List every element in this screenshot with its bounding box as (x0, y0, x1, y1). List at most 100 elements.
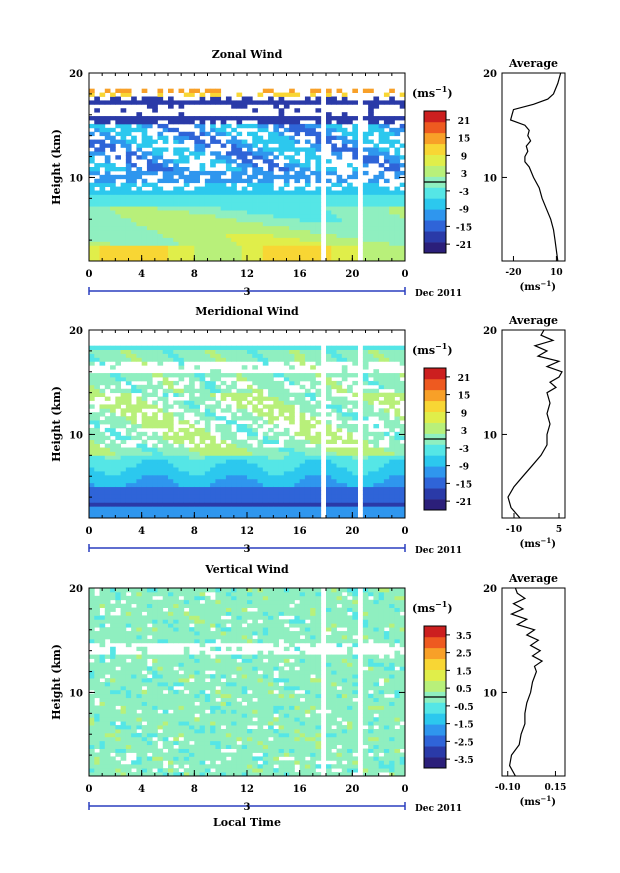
heatmap-cell (247, 455, 253, 460)
heatmap-cell (157, 678, 164, 683)
heatmap-cell (362, 353, 369, 358)
heatmap-cell (115, 595, 121, 601)
heatmap-cell (362, 249, 369, 254)
heatmap-cell (331, 190, 337, 195)
heatmap-cell (304, 155, 311, 160)
heatmap-cell (215, 155, 222, 160)
heatmap-cell (257, 482, 264, 488)
heatmap-cell (173, 225, 179, 231)
heatmap-cell (341, 345, 348, 350)
heatmap-cell (236, 443, 243, 448)
heatmap-cell (204, 100, 211, 105)
heatmap-cell (99, 214, 106, 219)
heatmap-cell (215, 400, 222, 405)
heatmap-cell (278, 135, 285, 140)
heatmap-cell (94, 764, 100, 769)
heatmap-cell (125, 170, 132, 176)
x-tick-label: 20 (345, 269, 359, 280)
heatmap-cell (173, 412, 179, 417)
heatmap-cell (183, 670, 190, 675)
heatmap-cell (194, 257, 200, 262)
heatmap-cell (152, 705, 158, 710)
heatmap-cell (394, 147, 401, 152)
heatmap-cell (146, 353, 153, 358)
heatmap-cell (362, 443, 369, 448)
heatmap-cell (326, 206, 332, 211)
heatmap-cell (157, 408, 164, 413)
heatmap-cell (310, 151, 316, 156)
heatmap-cell (104, 588, 111, 593)
heatmap-cell (283, 455, 290, 460)
heatmap-cell (152, 229, 158, 234)
heatmap-cell (162, 467, 169, 472)
heatmap-cell (368, 455, 374, 460)
heatmap-cell (310, 451, 316, 456)
heatmap-cell (326, 88, 332, 93)
heatmap-cell (231, 190, 237, 195)
heatmap-cell (183, 701, 190, 706)
heatmap-cell (289, 214, 295, 219)
heatmap-cell (162, 178, 169, 184)
heatmap-cell (115, 748, 121, 753)
heatmap-cell (289, 353, 295, 358)
heatmap-cell (389, 217, 395, 223)
heatmap-cell (99, 237, 106, 242)
colorbar-unit-close: ) (447, 344, 452, 357)
heatmap-cell (173, 729, 179, 734)
heatmap-cell (210, 396, 216, 401)
heatmap-cell (141, 245, 148, 250)
heatmap-cell (89, 685, 95, 691)
heatmap-cell (173, 345, 179, 350)
heatmap-cell (394, 127, 401, 133)
heatmap-cell (399, 210, 406, 215)
heatmap-cell (315, 237, 322, 242)
heatmap-cell (341, 229, 348, 234)
heatmap-cell (168, 435, 174, 441)
heatmap-cell (141, 486, 148, 491)
heatmap-cell (257, 506, 264, 511)
heatmap-cell (252, 373, 258, 378)
heatmap-cell (378, 490, 385, 495)
heatmap-cell (236, 214, 243, 219)
heatmap-cell (183, 214, 190, 219)
heatmap-cell (125, 631, 132, 636)
heatmap-cell (378, 353, 385, 358)
profile-line (509, 72, 562, 262)
heatmap-cell (262, 482, 269, 488)
heatmap-cell (294, 486, 301, 491)
heatmap-cell (268, 427, 274, 433)
heatmap-cell (168, 349, 174, 354)
heatmap-cell (146, 498, 153, 503)
heatmap-cell (152, 697, 158, 702)
heatmap-cell (373, 506, 380, 511)
heatmap-cell (336, 459, 343, 464)
heatmap-cell (168, 467, 174, 472)
heatmap-cell (141, 627, 148, 632)
heatmap-cell (194, 155, 200, 160)
heatmap-cell (125, 388, 132, 394)
heatmap-cell (352, 510, 358, 515)
heatmap-cell (315, 96, 322, 101)
heatmap-cell (283, 214, 290, 219)
heatmap-cell (283, 459, 290, 464)
heatmap-cell (289, 514, 295, 519)
heatmap-cell (378, 202, 385, 207)
heatmap-cell (268, 233, 274, 238)
heatmap-cell (89, 439, 95, 444)
heatmap-cell (173, 159, 179, 164)
heatmap-cell (189, 253, 195, 258)
heatmap-cell (173, 603, 179, 608)
heatmap-cell (368, 482, 374, 488)
heatmap-cell (141, 514, 148, 519)
heatmap-cell (94, 740, 100, 746)
heatmap-cell (89, 623, 95, 628)
heatmap-cell (252, 182, 258, 187)
heatmap-cell (204, 143, 211, 148)
heatmap-cell (183, 721, 190, 726)
heatmap-cell (331, 506, 337, 511)
heatmap-cell (178, 705, 185, 710)
heatmap-cell (168, 249, 174, 254)
heatmap-cell (304, 471, 311, 476)
heatmap-cell (89, 682, 95, 687)
